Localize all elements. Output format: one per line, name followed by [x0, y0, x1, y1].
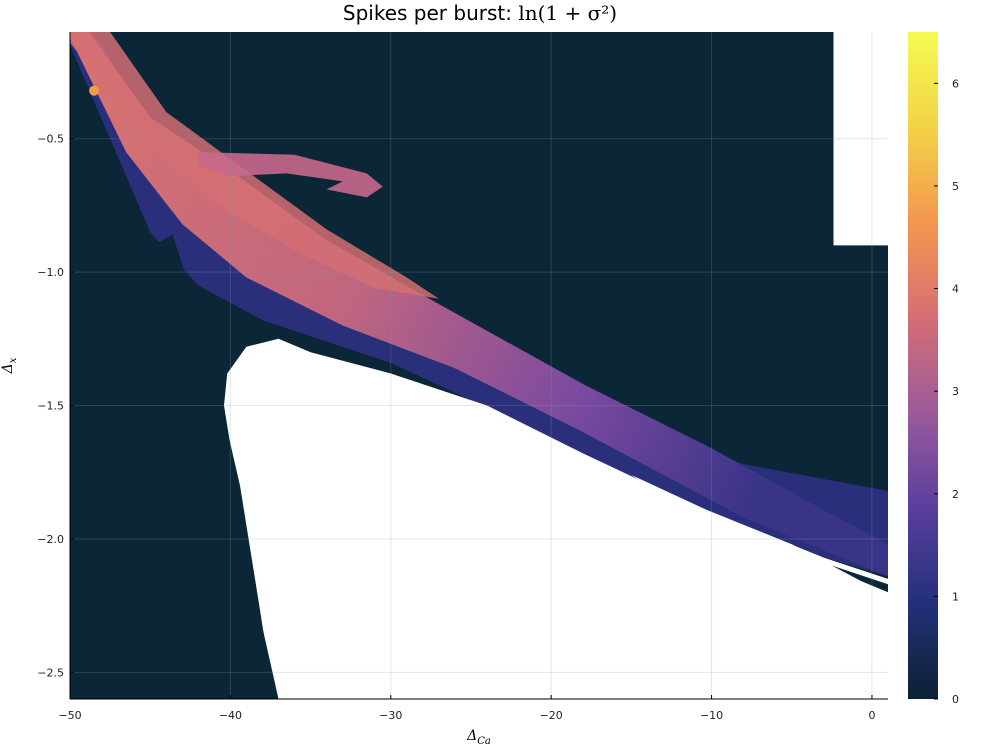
colorbar-tick-label: 6 — [952, 77, 959, 90]
y-tick-label: −1.5 — [37, 400, 64, 413]
colorbar-tick-label: 1 — [952, 590, 959, 603]
colorbar-tick-label: 4 — [952, 283, 959, 296]
x-tick-label: −20 — [540, 709, 563, 722]
colorbar-gradient — [908, 32, 938, 699]
colorbar-tick-label: 2 — [952, 488, 959, 501]
y-axis-label: Δx — [0, 357, 19, 374]
x-tick-label: −10 — [700, 709, 723, 722]
x-tick-label: −50 — [58, 709, 81, 722]
heatmap-white-sliver — [767, 544, 888, 601]
x-axis-label: ΔCa — [466, 728, 491, 747]
y-tick-label: −2.5 — [37, 666, 64, 679]
x-tick-label: 0 — [868, 709, 875, 722]
heatmap-white-region — [224, 338, 888, 699]
x-tick-label: −30 — [379, 709, 402, 722]
chart-title: Spikes per burst: ln(1 + σ²) — [343, 1, 617, 25]
colorbar-tick-label: 3 — [952, 385, 959, 398]
x-tick-label: −40 — [219, 709, 242, 722]
heatmap-band-high — [70, 32, 439, 299]
heatmap-spiral — [198, 152, 383, 198]
y-tick-label: −1.0 — [37, 266, 64, 279]
colorbar-ticks: 0 1 2 3 4 5 6 — [934, 77, 959, 706]
y-tick-label: −0.5 — [37, 133, 64, 146]
axes: −50 −40 −30 −20 −10 0 −0.5 −1.0 −1.5 −2.0 −2.5 — [37, 32, 888, 722]
colorbar-tick-label: 0 — [952, 693, 959, 706]
heatmap-region-missing — [833, 32, 888, 246]
y-tick-label: −2.0 — [37, 533, 64, 546]
heatmap-white-sliver — [631, 474, 888, 585]
colorbar: 0 1 2 3 4 5 6 — [908, 32, 959, 706]
plot-area — [70, 32, 888, 699]
heatmap-left-stripe — [153, 234, 274, 699]
heatmap-band-main — [70, 32, 888, 577]
heatmap-peak-spot — [89, 85, 100, 96]
colorbar-tick-label: 5 — [952, 180, 959, 193]
